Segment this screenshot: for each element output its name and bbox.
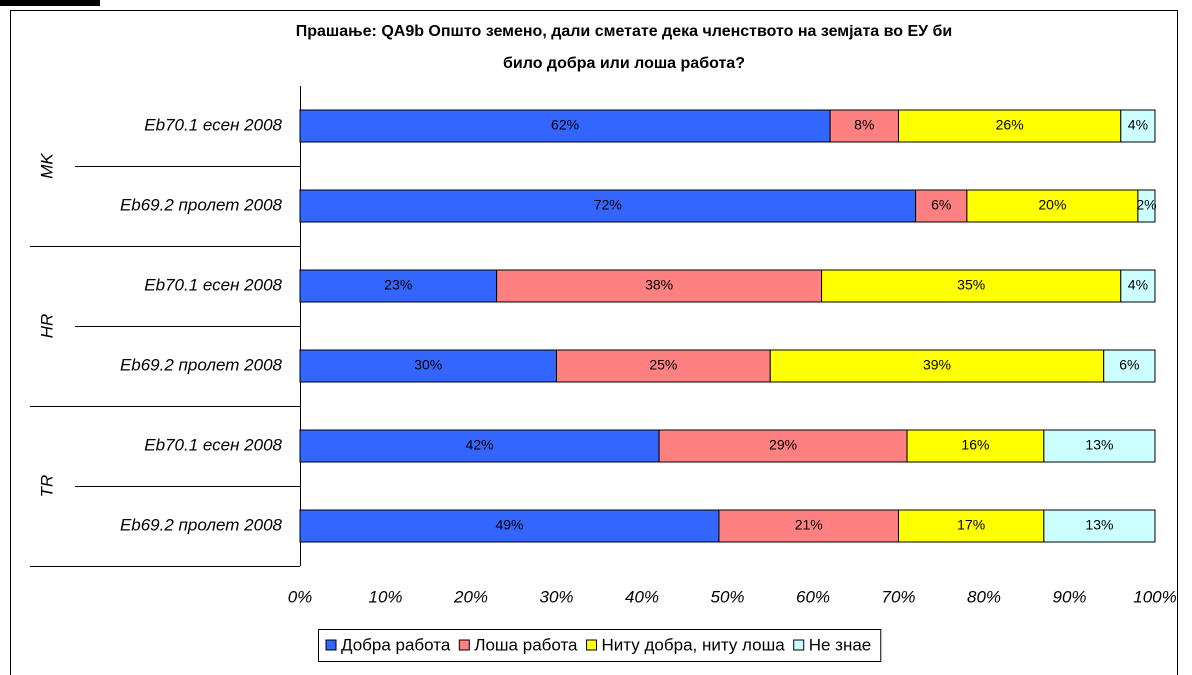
data-label: 72% [594,197,622,213]
legend-box [318,629,882,662]
bar-segment [821,269,1122,303]
data-label: 13% [1085,437,1113,453]
data-label: 42% [466,437,494,453]
x-tick-label: 50% [710,587,744,606]
bar-segment [1137,189,1156,223]
x-tick-label: 10% [368,587,402,606]
x-tick-label: 60% [796,587,830,606]
data-label: 2% [1136,197,1156,213]
bar-segment [299,189,917,223]
bar-segment [299,429,660,463]
bar-segment [299,349,557,383]
chart-title: било добра или лоша работа? [503,55,745,72]
data-label: 13% [1085,517,1113,533]
data-label: 39% [923,357,951,373]
x-tick-label: 20% [453,587,488,606]
data-label: 4% [1128,277,1148,293]
bar-segment [1120,269,1156,303]
data-label: 25% [649,357,677,373]
y-tick-label: Eb69.2 пролет 2008 [120,515,283,534]
data-label: 20% [1038,197,1066,213]
data-label: 23% [384,277,412,293]
bar-segment [906,429,1045,463]
data-label: 6% [1119,357,1139,373]
legend-swatch [586,639,598,651]
data-label: 21% [795,517,823,533]
y-tick-label: Eb70.1 есен 2008 [144,435,282,454]
bar-segment [556,349,771,383]
legend-label: Не знае [809,635,872,654]
y-tick-label: Eb69.2 пролет 2008 [120,195,283,214]
data-label: 17% [957,517,985,533]
data-label: 49% [495,517,523,533]
y-tick-label: Eb70.1 есен 2008 [144,115,282,134]
bar-segment [1043,429,1156,463]
bar-segment [1120,109,1156,143]
group-label: MK [37,153,56,179]
bar-segment [299,109,831,143]
data-label: 8% [854,117,874,133]
bar-segment [966,189,1139,223]
legend-swatch [793,639,805,651]
bar-segment [299,509,720,543]
data-label: 38% [645,277,673,293]
cropped-heading [0,0,100,6]
bar-segment [829,109,899,143]
x-tick-label: 40% [625,587,659,606]
legend-label: Добра работа [341,635,451,654]
bar-segment [658,429,908,463]
x-tick-label: 0% [288,587,313,606]
group-label: HR [37,314,56,339]
data-label: 62% [551,117,579,133]
chart-title: Прашање: QA9b Општо земено, дали сметате… [296,23,953,40]
data-label: 26% [996,117,1024,133]
x-tick-label: 90% [1052,587,1086,606]
legend-label: Лоша работа [474,635,578,654]
data-label: 6% [931,197,951,213]
bar-segment [718,509,900,543]
bar-segment [299,269,498,303]
legend-swatch [325,639,337,651]
bar-segment [915,189,968,223]
data-label: 35% [957,277,985,293]
y-tick-label: Eb70.1 есен 2008 [144,275,282,294]
y-tick-label: Eb69.2 пролет 2008 [120,355,283,374]
group-label: TR [37,475,56,498]
legend-label: Ниту добра, ниту лоша [602,635,786,654]
bar-segment [496,269,823,303]
data-label: 16% [961,437,989,453]
bar-segment [769,349,1105,383]
x-tick-label: 100% [1133,587,1176,606]
x-tick-label: 30% [539,587,573,606]
data-label: 30% [414,357,442,373]
data-label: 29% [769,437,797,453]
legend-swatch [458,639,470,651]
bar-segment [1043,509,1156,543]
data-label: 4% [1128,117,1148,133]
x-tick-label: 80% [967,587,1001,606]
x-tick-label: 70% [881,587,915,606]
bar-segment [1103,349,1156,383]
